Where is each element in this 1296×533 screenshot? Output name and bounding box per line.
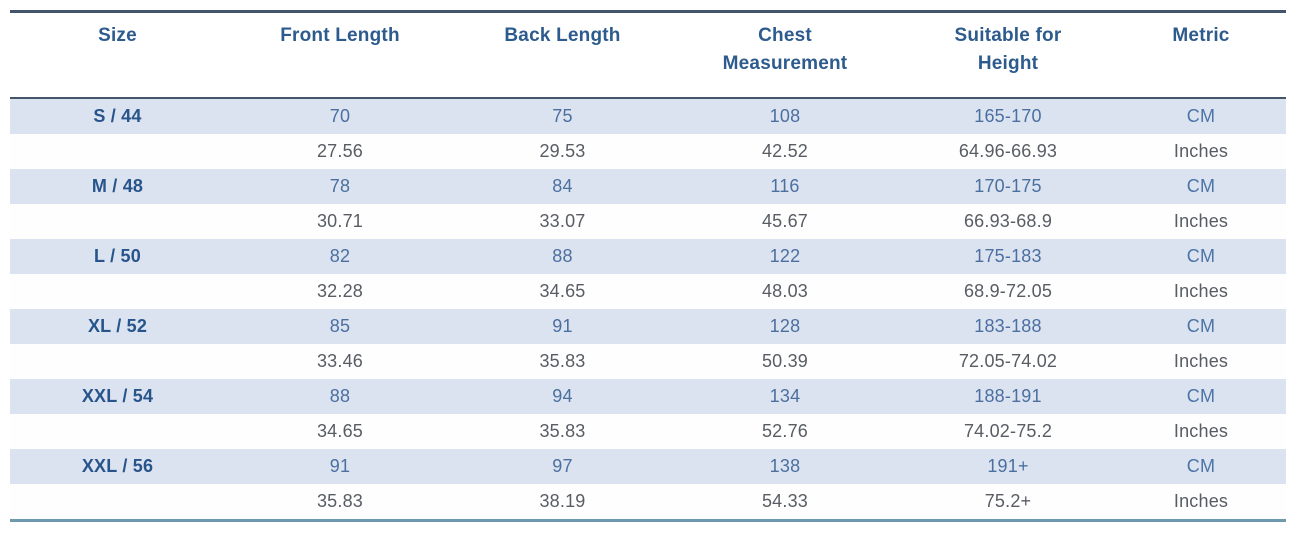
value-cell: 68.9-72.05 <box>900 274 1116 309</box>
metric-cell: Inches <box>1116 274 1286 309</box>
value-cell: 38.19 <box>455 484 670 521</box>
size-cell <box>10 274 225 309</box>
table-row: XXL / 56 91 97 138 191+ CM <box>10 449 1286 484</box>
value-cell: 128 <box>670 309 900 344</box>
header-row: Size Front Length Back Length Chest Meas… <box>10 10 1286 99</box>
value-cell: 138 <box>670 449 900 484</box>
value-cell: 183-188 <box>900 309 1116 344</box>
value-cell: 75.2+ <box>900 484 1116 521</box>
value-cell: 48.03 <box>670 274 900 309</box>
size-cell <box>10 134 225 169</box>
value-cell: 88 <box>225 379 455 414</box>
table-row: 34.65 35.83 52.76 74.02-75.2 Inches <box>10 414 1286 449</box>
table-row: L / 50 82 88 122 175-183 CM <box>10 239 1286 274</box>
value-cell: 165-170 <box>900 98 1116 134</box>
metric-cell: Inches <box>1116 414 1286 449</box>
value-cell: 122 <box>670 239 900 274</box>
value-cell: 50.39 <box>670 344 900 379</box>
value-cell: 70 <box>225 98 455 134</box>
size-cell: XXL / 54 <box>10 379 225 414</box>
metric-cell: Inches <box>1116 204 1286 239</box>
value-cell: 84 <box>455 169 670 204</box>
metric-cell: CM <box>1116 309 1286 344</box>
col-header-size: Size <box>10 10 225 99</box>
table-row: XL / 52 85 91 128 183-188 CM <box>10 309 1286 344</box>
value-cell: 134 <box>670 379 900 414</box>
size-chart-table: Size Front Length Back Length Chest Meas… <box>10 10 1286 522</box>
metric-cell: CM <box>1116 449 1286 484</box>
value-cell: 33.07 <box>455 204 670 239</box>
value-cell: 170-175 <box>900 169 1116 204</box>
value-cell: 191+ <box>900 449 1116 484</box>
table-row: S / 44 70 75 108 165-170 CM <box>10 98 1286 134</box>
size-cell <box>10 204 225 239</box>
value-cell: 35.83 <box>455 414 670 449</box>
size-cell: M / 48 <box>10 169 225 204</box>
col-header-chest-measurement: Chest Measurement <box>670 10 900 99</box>
col-header-suitable-height: Suitable for Height <box>900 10 1116 99</box>
value-cell: 85 <box>225 309 455 344</box>
size-cell: XL / 52 <box>10 309 225 344</box>
value-cell: 91 <box>225 449 455 484</box>
value-cell: 30.71 <box>225 204 455 239</box>
value-cell: 29.53 <box>455 134 670 169</box>
value-cell: 54.33 <box>670 484 900 521</box>
metric-cell: CM <box>1116 169 1286 204</box>
value-cell: 45.67 <box>670 204 900 239</box>
value-cell: 34.65 <box>225 414 455 449</box>
table-body: S / 44 70 75 108 165-170 CM 27.56 29.53 42.52 64.… <box>10 98 1286 521</box>
value-cell: 82 <box>225 239 455 274</box>
value-cell: 97 <box>455 449 670 484</box>
value-cell: 42.52 <box>670 134 900 169</box>
col-header-back-length: Back Length <box>455 10 670 99</box>
metric-cell: CM <box>1116 239 1286 274</box>
value-cell: 74.02-75.2 <box>900 414 1116 449</box>
value-cell: 33.46 <box>225 344 455 379</box>
value-cell: 116 <box>670 169 900 204</box>
value-cell: 64.96-66.93 <box>900 134 1116 169</box>
table-row: XXL / 54 88 94 134 188-191 CM <box>10 379 1286 414</box>
value-cell: 34.65 <box>455 274 670 309</box>
metric-cell: CM <box>1116 379 1286 414</box>
value-cell: 66.93-68.9 <box>900 204 1116 239</box>
metric-cell: Inches <box>1116 344 1286 379</box>
table-row: 35.83 38.19 54.33 75.2+ Inches <box>10 484 1286 521</box>
value-cell: 27.56 <box>225 134 455 169</box>
value-cell: 35.83 <box>455 344 670 379</box>
value-cell: 91 <box>455 309 670 344</box>
size-cell: S / 44 <box>10 98 225 134</box>
value-cell: 75 <box>455 98 670 134</box>
value-cell: 35.83 <box>225 484 455 521</box>
value-cell: 78 <box>225 169 455 204</box>
size-cell <box>10 414 225 449</box>
size-cell <box>10 344 225 379</box>
value-cell: 94 <box>455 379 670 414</box>
value-cell: 108 <box>670 98 900 134</box>
value-cell: 175-183 <box>900 239 1116 274</box>
value-cell: 188-191 <box>900 379 1116 414</box>
size-cell: L / 50 <box>10 239 225 274</box>
metric-cell: Inches <box>1116 134 1286 169</box>
col-header-front-length: Front Length <box>225 10 455 99</box>
value-cell: 72.05-74.02 <box>900 344 1116 379</box>
table-row: M / 48 78 84 116 170-175 CM <box>10 169 1286 204</box>
value-cell: 32.28 <box>225 274 455 309</box>
value-cell: 88 <box>455 239 670 274</box>
table-row: 32.28 34.65 48.03 68.9-72.05 Inches <box>10 274 1286 309</box>
size-cell: XXL / 56 <box>10 449 225 484</box>
table-row: 30.71 33.07 45.67 66.93-68.9 Inches <box>10 204 1286 239</box>
value-cell: 52.76 <box>670 414 900 449</box>
table-row: 33.46 35.83 50.39 72.05-74.02 Inches <box>10 344 1286 379</box>
metric-cell: CM <box>1116 98 1286 134</box>
table-row: 27.56 29.53 42.52 64.96-66.93 Inches <box>10 134 1286 169</box>
size-cell <box>10 484 225 521</box>
col-header-metric: Metric <box>1116 10 1286 99</box>
metric-cell: Inches <box>1116 484 1286 521</box>
